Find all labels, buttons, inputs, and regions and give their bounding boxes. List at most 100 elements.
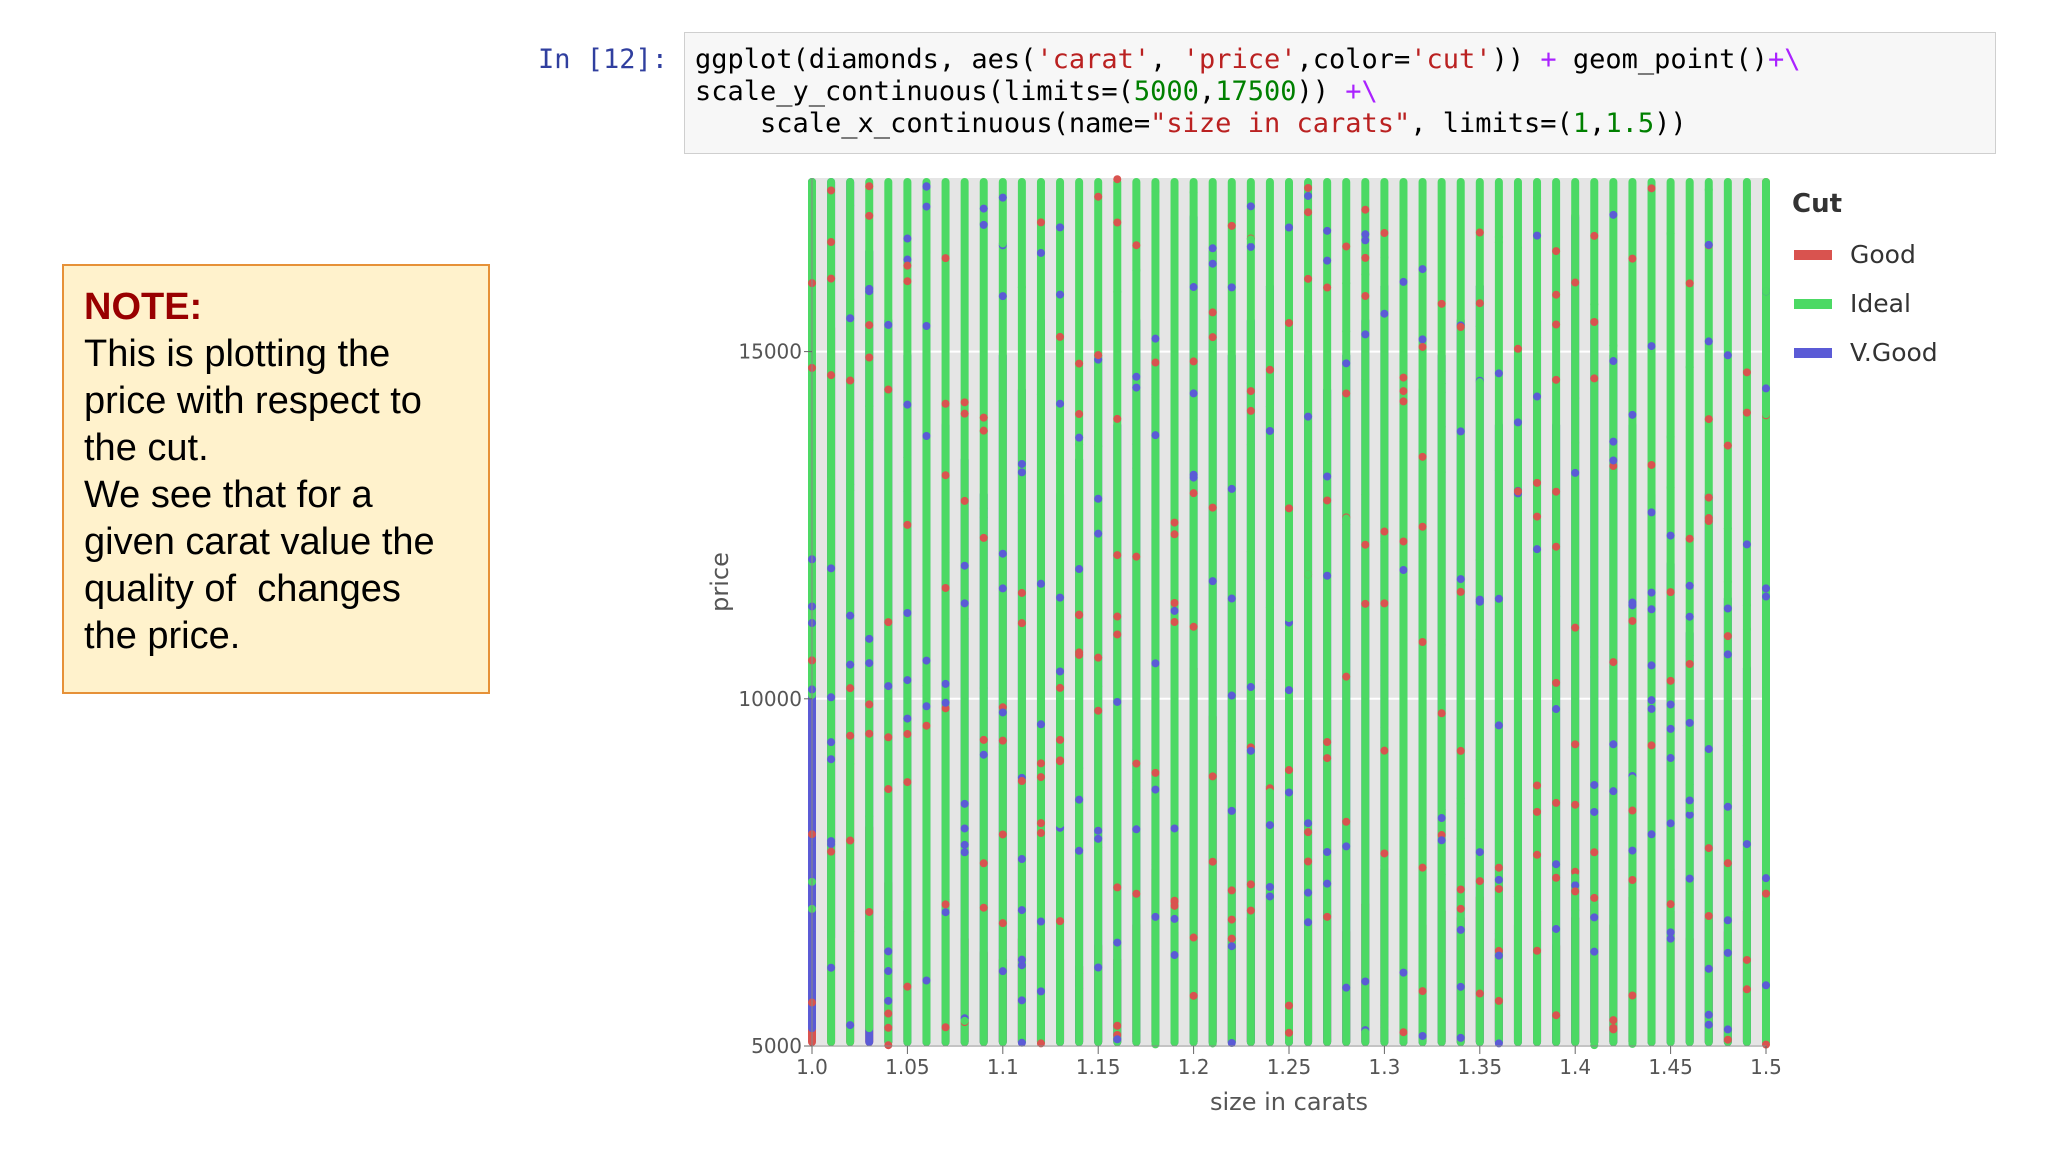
scatter-point bbox=[1170, 618, 1179, 627]
scatter-point bbox=[1208, 857, 1217, 866]
scatter-point bbox=[1418, 950, 1427, 959]
scatter-point bbox=[827, 755, 836, 764]
scatter-point bbox=[1704, 911, 1713, 920]
scatter-point bbox=[1685, 279, 1694, 288]
scatter-point bbox=[1609, 462, 1618, 471]
scatter-point bbox=[1762, 410, 1770, 419]
scatter-point bbox=[1742, 200, 1751, 209]
point-column bbox=[827, 178, 836, 1046]
scatter-point bbox=[941, 548, 950, 557]
scatter-point bbox=[1762, 384, 1770, 393]
scatter-point bbox=[903, 277, 912, 286]
scatter-point bbox=[1208, 772, 1217, 781]
scatter-point bbox=[884, 618, 893, 627]
scatter-point bbox=[1628, 254, 1637, 263]
scatter-point bbox=[941, 887, 950, 896]
scatter-point bbox=[1170, 951, 1179, 960]
scatter-point bbox=[1227, 737, 1236, 746]
scatter-point bbox=[1036, 428, 1045, 437]
scatter-point bbox=[903, 234, 912, 243]
scatter-point bbox=[1609, 740, 1618, 749]
scatter-point bbox=[1036, 759, 1045, 768]
code-cell[interactable]: ggplot(diamonds, aes('carat', 'price',co… bbox=[684, 32, 1996, 154]
point-column bbox=[1036, 178, 1045, 1046]
scatter-point bbox=[1552, 320, 1561, 329]
scatter-point bbox=[1590, 947, 1599, 956]
scatter-point bbox=[1208, 902, 1217, 911]
scatter-point bbox=[1723, 802, 1732, 811]
scatter-point bbox=[1246, 880, 1255, 889]
scatter-point bbox=[1094, 682, 1103, 691]
scatter-point bbox=[1494, 875, 1503, 884]
scatter-point bbox=[1571, 800, 1580, 809]
code-token: + bbox=[1540, 44, 1557, 75]
scatter-point bbox=[1285, 223, 1293, 232]
scatter-point bbox=[960, 614, 969, 623]
scatter-point bbox=[846, 486, 855, 495]
scatter-point bbox=[1762, 889, 1770, 898]
scatter-point bbox=[979, 513, 988, 522]
scatter-point bbox=[922, 362, 931, 371]
scatter-point bbox=[1723, 650, 1732, 659]
scatter-point bbox=[1723, 351, 1732, 360]
scatter-point bbox=[1380, 537, 1389, 546]
scatter-point bbox=[1609, 787, 1618, 796]
point-column bbox=[1265, 178, 1274, 1046]
scatter-point bbox=[827, 847, 836, 856]
x-tick-label: 1.25 bbox=[1267, 1055, 1312, 1079]
scatter-point bbox=[884, 1041, 893, 1050]
scatter-point bbox=[960, 1016, 969, 1025]
scatter-point bbox=[1475, 848, 1484, 857]
scatter-point bbox=[1494, 863, 1503, 872]
scatter-point bbox=[1437, 947, 1446, 956]
scatter-point bbox=[865, 436, 874, 445]
scatter-point bbox=[1017, 955, 1026, 964]
scatter-point bbox=[979, 903, 988, 912]
scatter-point bbox=[1094, 653, 1103, 662]
code-line: ggplot(diamonds, aes('carat', 'price',co… bbox=[695, 44, 1995, 76]
scatter-point bbox=[1265, 883, 1274, 892]
scatter-point bbox=[1399, 397, 1408, 406]
scatter-point bbox=[1533, 478, 1542, 487]
scatter-point bbox=[884, 785, 893, 794]
scatter-point bbox=[1666, 676, 1675, 685]
scatter-point bbox=[1609, 445, 1618, 454]
scatter-point bbox=[884, 682, 893, 691]
scatter-point bbox=[1208, 925, 1217, 934]
note-line: This is plotting the bbox=[84, 333, 391, 375]
point-column bbox=[941, 178, 950, 1046]
scatter-point bbox=[846, 295, 855, 304]
scatter-point bbox=[1304, 819, 1313, 828]
scatter-point bbox=[1399, 815, 1408, 824]
scatter-point bbox=[1323, 496, 1332, 505]
scatter-point bbox=[1342, 514, 1351, 523]
scatter-point bbox=[1380, 229, 1389, 238]
scatter-point bbox=[827, 798, 836, 807]
scatter-point bbox=[1456, 794, 1465, 803]
scatter-point bbox=[1418, 265, 1427, 274]
scatter-point bbox=[1017, 283, 1026, 292]
scatter-point bbox=[1628, 875, 1637, 884]
legend-swatch bbox=[1794, 250, 1832, 260]
scatter-point bbox=[1036, 917, 1045, 926]
scatter-point bbox=[1113, 883, 1122, 892]
code-token: , bbox=[1150, 44, 1183, 75]
scatter-point bbox=[1323, 1035, 1332, 1044]
scatter-point bbox=[1437, 709, 1446, 718]
scatter-point bbox=[1628, 616, 1637, 625]
scatter-point bbox=[1533, 545, 1542, 554]
scatter-point bbox=[1723, 441, 1732, 450]
point-column bbox=[979, 178, 988, 1046]
scatter-point bbox=[865, 700, 874, 709]
scatter-point bbox=[1399, 852, 1408, 861]
scatter-point bbox=[1227, 221, 1236, 230]
scatter-point bbox=[1342, 242, 1351, 251]
scatter-point bbox=[960, 398, 969, 407]
scatter-point bbox=[1647, 460, 1656, 469]
code-line: scale_x_continuous(name="size in carats"… bbox=[695, 108, 1995, 140]
scatter-point bbox=[1590, 231, 1599, 240]
scatter-point bbox=[1132, 241, 1141, 250]
scatter-point bbox=[1418, 987, 1427, 996]
scatter-point bbox=[1208, 333, 1217, 342]
x-tick-label: 1.2 bbox=[1178, 1055, 1210, 1079]
